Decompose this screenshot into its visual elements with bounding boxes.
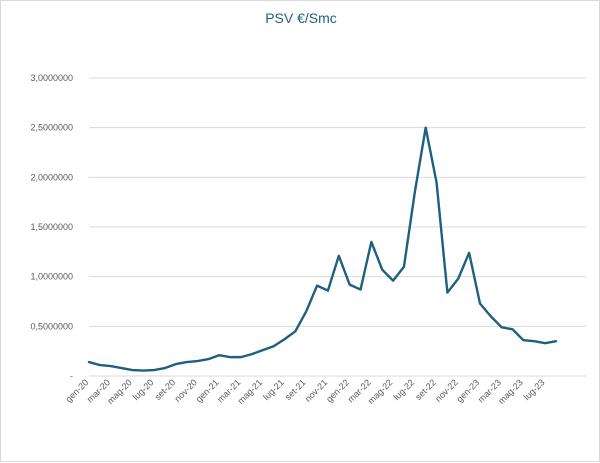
x-tick-label: mag-20 [105,377,134,406]
series-group [87,126,558,372]
gridlines [89,77,586,377]
series-line [87,126,558,372]
x-tick-label: lug-21 [261,377,286,402]
chart-title: PSV €/Smc [265,10,337,26]
y-tick-label: 1,5000000 [30,222,73,232]
x-tick-label: nov-22 [433,377,460,404]
y-tick-label: 3,0000000 [30,73,73,83]
y-tick-label: 2,0000000 [30,172,73,182]
y-tick-label: 1,0000000 [30,272,73,282]
x-tick-label: lug-22 [391,377,416,402]
x-tick-label: nov-20 [172,377,199,404]
x-tick-label: lug-23 [522,377,547,402]
y-tick-label: - [70,371,73,381]
x-tick-label: nov-21 [303,377,330,404]
x-axis-tick-labels: gen-20mar-20mag-20lug-20set-20nov-20gen-… [64,377,547,406]
y-tick-label: 2,5000000 [30,123,73,133]
x-tick-label: lug-20 [131,377,156,402]
x-tick-label: mag-22 [366,377,395,406]
x-tick-label: mag-23 [496,377,525,406]
y-axis-tick-labels: - 0,5000000 1,0000000 1,5000000 2,0000000 2,5… [30,73,73,381]
x-tick-label: mag-21 [236,377,265,406]
y-tick-label: 0,5000000 [30,321,73,331]
